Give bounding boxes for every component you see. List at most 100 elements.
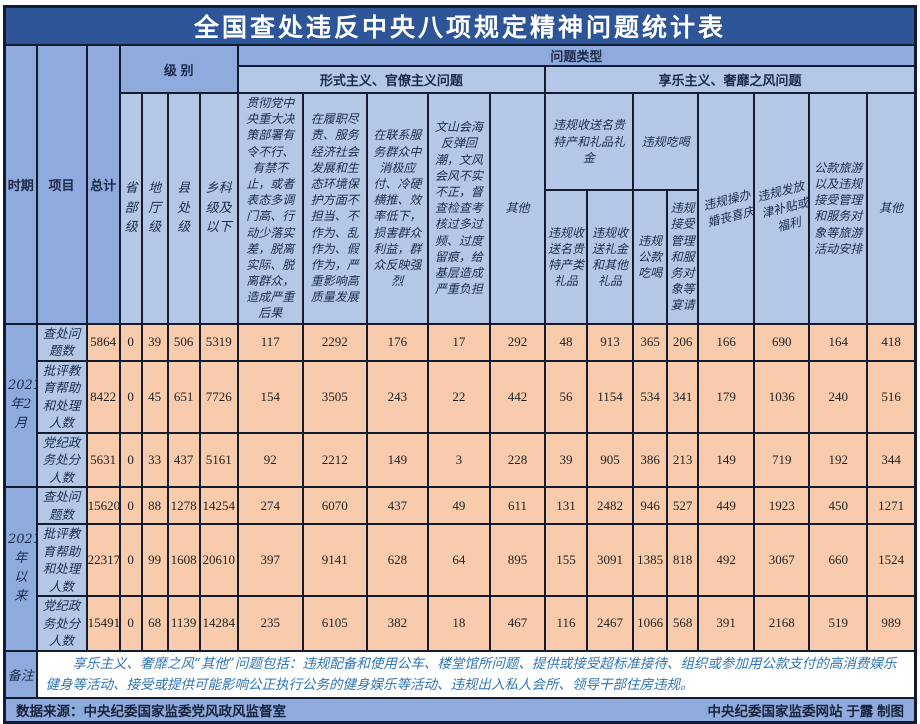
value-cell: 341	[666, 359, 700, 434]
value-cell: 905	[586, 431, 635, 489]
value-cell: 913	[586, 322, 635, 362]
value-cell: 192	[808, 431, 869, 489]
value-cell: 228	[488, 431, 547, 489]
value-cell: 22317	[85, 523, 121, 598]
value-cell: 64	[426, 523, 491, 598]
value-cell: 534	[632, 359, 669, 434]
value-cell: 9141	[301, 523, 368, 598]
value-cell: 17	[426, 322, 491, 362]
value-cell: 39	[140, 322, 169, 362]
value-cell: 14284	[198, 595, 239, 652]
level-col-header-prefecture: 地厅级	[140, 92, 169, 325]
value-cell: 6070	[301, 486, 368, 526]
level-col-header-province: 省部级	[118, 92, 143, 325]
value-cell: 179	[697, 359, 756, 434]
footer-bar: 数据来源：中央纪委国家监委党风政风监督室 中央纪委国家监委网站 于露 制图	[3, 697, 917, 724]
note-text: 享乐主义、奢靡之风“其他”问题包括：违规配备和使用公车、楼堂馆所问题、提供或接受…	[35, 649, 917, 700]
value-cell: 15620	[85, 486, 121, 526]
row-label: 查处问题数	[35, 486, 88, 526]
total-header: 总计	[85, 44, 121, 325]
value-cell: 382	[365, 595, 429, 652]
dining-group-header: 违规吃喝	[632, 91, 700, 192]
value-cell: 5319	[198, 322, 239, 362]
period-header: 时期	[3, 44, 38, 325]
value-cell: 48	[543, 322, 589, 362]
value-cell: 155	[543, 523, 589, 598]
value-cell: 1524	[866, 523, 917, 598]
weddings-funerals-col-header: 违规操办婚丧喜庆	[697, 92, 756, 325]
value-cell: 206	[666, 322, 700, 362]
value-cell: 719	[753, 431, 811, 489]
value-cell: 467	[488, 595, 547, 652]
value-cell: 49	[426, 486, 491, 526]
value-cell: 15491	[85, 595, 121, 652]
value-cell: 131	[543, 486, 589, 526]
value-cell: 1154	[586, 359, 635, 434]
value-cell: 651	[166, 359, 201, 434]
value-cell: 8422	[85, 359, 121, 434]
value-cell: 437	[166, 431, 201, 489]
dining-col-header-banquets: 违规接受管理和服务对象等宴请	[666, 189, 700, 325]
value-cell: 0	[118, 431, 143, 489]
value-cell: 176	[365, 322, 429, 362]
value-cell: 365	[632, 322, 669, 362]
value-cell: 2168	[753, 595, 811, 652]
value-cell: 18	[426, 595, 491, 652]
value-cell: 1066	[632, 595, 669, 652]
value-cell: 243	[365, 359, 429, 434]
value-cell: 0	[118, 523, 143, 598]
value-cell: 2482	[586, 486, 635, 526]
value-cell: 117	[236, 322, 304, 362]
value-cell: 68	[140, 595, 169, 652]
value-cell: 0	[118, 322, 143, 362]
value-cell: 39	[543, 431, 589, 489]
statistics-table: 全国查处违反中央八项规定精神问题统计表 时期 项目 总计 级 别 问题类型 形式…	[3, 5, 917, 724]
value-cell: 1036	[753, 359, 811, 434]
value-cell: 0	[118, 359, 143, 434]
value-cell: 0	[118, 486, 143, 526]
value-cell: 527	[666, 486, 700, 526]
value-cell: 391	[697, 595, 756, 652]
value-cell: 3	[426, 431, 491, 489]
value-cell: 1278	[166, 486, 201, 526]
value-cell: 3505	[301, 359, 368, 434]
value-cell: 492	[697, 523, 756, 598]
formalism-col-header-4: 文山会海反弹回潮，文风会风不实不正，督查检查考核过多过频、过度留痕，给基层造成严…	[426, 92, 491, 325]
period-cell-feb2021: 2021年2月	[3, 322, 38, 489]
row-label: 党纪政务处分人数	[35, 595, 88, 652]
value-cell: 2212	[301, 431, 368, 489]
value-cell: 660	[808, 523, 869, 598]
value-cell: 213	[666, 431, 700, 489]
value-cell: 568	[666, 595, 700, 652]
value-cell: 1271	[866, 486, 917, 526]
period-cell-since2021: 2021年以来	[3, 486, 38, 652]
value-cell: 1608	[166, 523, 201, 598]
value-cell: 506	[166, 322, 201, 362]
value-cell: 3091	[586, 523, 635, 598]
value-cell: 519	[808, 595, 869, 652]
value-cell: 92	[236, 431, 304, 489]
value-cell: 2467	[586, 595, 635, 652]
value-cell: 1923	[753, 486, 811, 526]
value-cell: 235	[236, 595, 304, 652]
public-funded-travel-col-header: 公款旅游以及违规接受管理和服务对象等旅游活动安排	[808, 92, 869, 325]
value-cell: 690	[753, 322, 811, 362]
value-cell: 149	[365, 431, 429, 489]
value-cell: 5864	[85, 322, 121, 362]
item-header: 项目	[35, 44, 88, 325]
value-cell: 2292	[301, 322, 368, 362]
problem-type-header: 问题类型	[236, 44, 917, 67]
value-cell: 292	[488, 322, 547, 362]
value-cell: 3067	[753, 523, 811, 598]
footer-credit: 中央纪委国家监委网站 于露 制图	[707, 704, 904, 720]
value-cell: 1139	[166, 595, 201, 652]
value-cell: 14254	[198, 486, 239, 526]
value-cell: 611	[488, 486, 547, 526]
formalism-group-header: 形式主义、官僚主义问题	[236, 65, 547, 94]
value-cell: 344	[866, 431, 917, 489]
gift-col-header-specialty: 违规收送名贵特产类礼品	[543, 189, 589, 325]
gifts-group-header: 违规收送名贵特产和礼品礼金	[543, 91, 635, 192]
value-cell: 449	[697, 486, 756, 526]
value-cell: 5161	[198, 431, 239, 489]
